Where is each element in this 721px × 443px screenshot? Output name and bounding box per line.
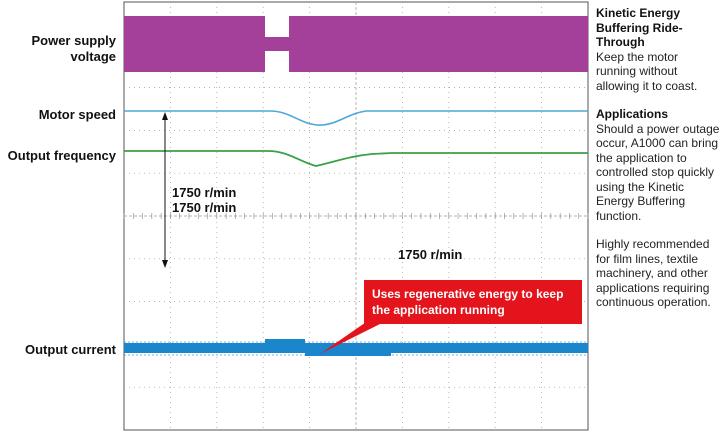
speed-reading-1: 1750 r/min	[172, 186, 236, 200]
speed-reading-2: 1750 r/min	[172, 201, 236, 215]
recommendation-text: Highly recommended for film lines, texti…	[596, 237, 711, 309]
speed-reading-3: 1750 r/min	[398, 248, 462, 262]
sidebar-heading: Kinetic Energy Buffering Ride-Through	[596, 6, 683, 49]
sidebar: Kinetic Energy Buffering Ride-Through Ke…	[596, 6, 720, 324]
applications-heading: Applications	[596, 107, 668, 121]
sidebar-subtext: Keep the motor running without allowing …	[596, 50, 697, 93]
power-supply-trace	[124, 16, 588, 72]
regenerative-callout: Uses regenerative energy to keep the app…	[364, 280, 582, 324]
applications-text: Should a power outage occur, A1000 can b…	[596, 122, 719, 223]
